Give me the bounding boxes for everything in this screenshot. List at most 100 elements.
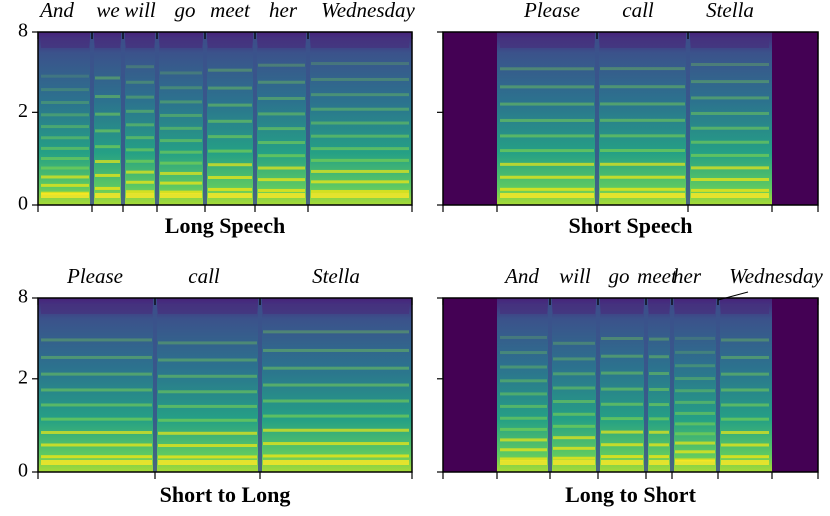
leader [717,291,749,301]
harmonic [721,372,769,376]
panel-title: Long to Short [565,482,696,507]
harmonic [675,350,715,354]
frame [37,297,413,473]
harmonic [601,430,643,434]
harmonic [160,86,202,90]
harmonic [41,372,152,376]
harmonic [500,404,547,408]
top-band [41,304,152,314]
harmonic [258,80,305,84]
harmonic [95,173,120,177]
low-band [160,193,202,198]
frame [442,31,819,206]
harmonic [553,341,595,345]
harmonic [311,77,409,81]
harmonic [41,338,152,342]
harmonic [41,100,89,104]
harmonic [158,358,257,362]
harmonic [721,403,769,407]
harmonic [41,175,89,179]
harmonic [691,188,769,192]
top-band [95,38,120,48]
harmonic [500,427,547,431]
harmonic [41,355,152,359]
harmonic [263,383,409,387]
harmonic [600,134,685,138]
harmonic [600,175,685,179]
harmonic [601,417,643,421]
harmonic [126,148,154,152]
harmonic [721,417,769,421]
harmonic [263,366,409,370]
harmonic [41,183,89,187]
harmonic [311,134,409,138]
harmonic [311,107,409,111]
harmonic [95,145,120,149]
word-label: meet [210,0,251,22]
harmonic [500,351,547,355]
word-label: will [559,264,591,288]
spectrogram [38,32,412,205]
harmonic [675,336,715,340]
low-band [311,193,409,198]
harmonic [500,134,594,138]
harmonic [500,85,594,89]
harmonic [160,71,202,75]
harmonic [208,103,252,107]
harmonic [41,156,89,160]
harmonic [311,169,409,173]
harmonic [126,170,154,174]
harmonic [258,141,305,145]
low-band [263,460,409,465]
harmonic [160,100,202,104]
word-label: we [96,0,119,22]
top-band [263,304,409,314]
harmonic [208,176,252,180]
top-band [311,38,409,48]
harmonic [500,379,547,383]
word-label: call [622,0,654,22]
harmonic [263,348,409,352]
harmonic [675,422,715,426]
top-band [721,304,769,314]
harmonic [311,190,409,194]
pause [596,298,600,472]
pause [686,32,690,205]
top-band [691,38,769,48]
frame [37,31,413,206]
harmonic [553,424,595,428]
low-band [126,193,154,198]
harmonic [95,186,120,190]
low-band [500,193,594,198]
harmonic [126,190,154,194]
harmonic [41,417,152,421]
harmonic [553,399,595,403]
harmonic [675,364,715,368]
harmonic [158,374,257,378]
harmonic [553,456,595,460]
harmonic [258,63,305,67]
word-label: her [673,264,702,288]
harmonic [263,442,409,446]
harmonic [600,118,685,122]
harmonic [649,430,669,434]
harmonic [675,458,715,462]
harmonic [263,330,409,334]
harmonic [160,190,202,194]
harmonic [263,428,409,432]
harmonic [500,438,547,442]
top-band [553,304,595,314]
harmonic [500,102,594,106]
harmonic [126,159,154,163]
word-label: Wednesday [321,0,415,22]
pause [258,298,262,472]
harmonic [721,443,769,447]
word-label: And [503,264,539,288]
pause [716,298,720,472]
harmonic [158,431,257,435]
harmonic [600,149,685,153]
harmonic [95,95,120,99]
word-label: will [124,0,156,22]
harmonic [160,113,202,117]
harmonic [258,178,305,182]
